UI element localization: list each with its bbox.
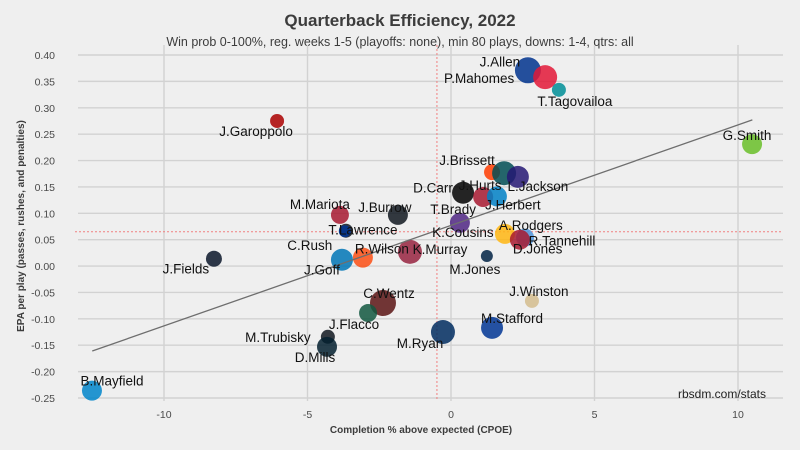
data-points [81,57,763,401]
point-label: T.Lawrence [328,223,397,238]
point-m-stafford [481,316,504,339]
source-caption: rbsdm.com/stats [678,387,766,401]
x-tick-label: 5 [592,409,598,421]
point-b-mayfield [81,380,102,401]
y-tick-label: 0.15 [35,182,56,194]
point-label: G.Smith [723,128,772,143]
point-m-jones [480,250,493,263]
y-tick-label: -0.20 [31,367,55,379]
y-tick-label: 0.40 [35,50,56,62]
point-label: J.Fields [163,262,210,277]
point-label: J.Herbert [485,197,541,212]
point-c-wentz [369,290,396,317]
point-label: D.Mills [295,350,336,365]
point-label: B.Mayfield [80,374,143,389]
point-label: J.Flacco [329,317,379,332]
point-m-ryan [430,320,455,345]
chart-title: Quarterback Efficiency, 2022 [284,11,515,30]
point-t-tagovailoa [551,82,566,97]
x-axis-label: Completion % above expected (CPOE) [330,425,512,436]
point-d-mills [317,336,338,357]
point-label: J.Winston [509,284,568,299]
point-label: D.Carr [413,181,453,196]
y-tick-label: -0.15 [31,340,55,352]
point-labels: J.Allen P.Mahomes T.Tagovailoa J.Garoppolo G… [80,54,771,388]
point-d-carr [452,181,475,204]
y-tick-label: 0.00 [35,261,56,273]
point-r-wilson [352,247,373,268]
point-label: M.Stafford [481,311,543,326]
point-label: L.Jackson [507,179,568,194]
point-label: M.Mariota [290,197,351,212]
point-label: J.Burrow [358,200,412,215]
x-tick-label: 0 [448,409,454,421]
point-p-mahomes [533,65,558,90]
point-label: T.Tagovailoa [537,94,613,109]
point-g-smith [742,134,763,155]
point-label: D.Jones [513,242,563,257]
grid [78,45,783,401]
point-j-winston [524,293,539,308]
point-d-jones [509,229,530,250]
point-label: T.Brady [430,202,476,217]
y-tick-label: 0.20 [35,156,56,168]
point-k-murray [397,239,422,264]
point-j-herbert [486,186,507,207]
y-tick-label: 0.25 [35,129,56,141]
point-label: J.Allen [480,54,521,69]
point-label: C.Wentz [363,286,415,301]
point-label: J.Goff [304,263,340,278]
trend-line [92,119,753,352]
point-label: J.Brissett [439,153,495,168]
point-label: R.Tannehill [529,234,596,249]
point-j-burrow [387,204,408,225]
y-tick-label: -0.05 [31,287,55,299]
chart-subtitle: Win prob 0-100%, reg. weeks 1-5 (playoff… [166,35,633,49]
point-label: M.Jones [449,262,500,277]
point-j-garoppolo [270,113,285,128]
axis-ticks: 0.40 0.35 0.30 0.25 0.20 0.15 0.10 0.05 0.00 -0.0… [31,50,744,421]
point-label: A.Rodgers [499,218,563,233]
point-label: M.Trubisky [245,330,311,345]
point-label: P.Mahomes [444,71,515,86]
y-tick-label: 0.10 [35,208,56,220]
y-axis-label: EPA per play (passes, rushes, and penalt… [16,120,27,332]
point-label: K.Murray [413,242,468,257]
point-j-flacco [359,304,378,323]
point-label: R.Wilson [355,242,409,257]
point-label: K.Cousins [432,225,494,240]
point-label: M.Ryan [397,336,444,351]
x-tick-label: -10 [156,409,171,421]
y-tick-label: -0.25 [31,393,55,405]
point-j-fields [205,250,222,267]
y-tick-label: 0.35 [35,76,56,88]
point-c-rush [338,225,351,238]
x-tick-label: -5 [303,409,312,421]
point-label: C.Rush [287,238,332,253]
y-tick-label: -0.10 [31,314,55,326]
point-label: J.Hurts [459,178,502,193]
point-m-mariota [330,205,349,224]
point-l-jackson [506,165,529,188]
point-label: J.Garoppolo [219,124,293,139]
x-tick-label: 10 [732,409,744,421]
y-tick-label: 0.30 [35,103,56,115]
y-tick-label: 0.05 [35,235,56,247]
